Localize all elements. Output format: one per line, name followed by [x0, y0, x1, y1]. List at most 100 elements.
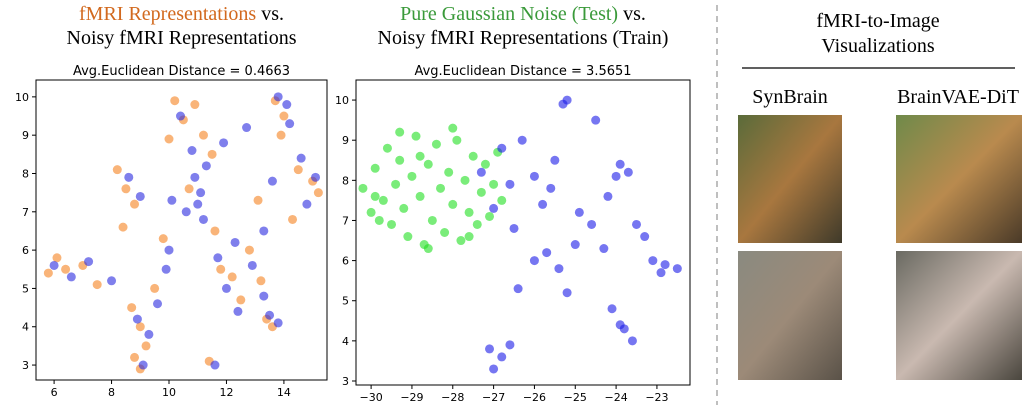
point	[43, 268, 53, 278]
image	[738, 251, 842, 380]
point	[489, 364, 499, 374]
point	[273, 318, 283, 328]
point	[623, 167, 633, 177]
y-tick-label: 8	[22, 167, 29, 180]
y-tick-label: 10	[335, 94, 349, 107]
title-series: fMRI Representations	[79, 3, 256, 25]
point	[141, 341, 151, 351]
point	[374, 215, 384, 225]
point	[210, 360, 220, 370]
point	[302, 199, 312, 209]
y-tick-label: 6	[342, 255, 349, 268]
y-tick-label: 8	[342, 174, 349, 187]
point	[574, 207, 584, 217]
point	[130, 352, 140, 362]
point	[124, 172, 134, 182]
point	[382, 143, 392, 153]
point	[158, 234, 168, 244]
point	[92, 280, 102, 290]
point	[632, 219, 642, 229]
point	[144, 329, 154, 339]
point	[227, 272, 237, 282]
point	[313, 188, 323, 198]
point	[219, 138, 229, 148]
y-tick-label: 5	[342, 295, 349, 308]
point	[279, 111, 289, 121]
y-tick-label: 4	[342, 335, 349, 348]
point	[489, 203, 499, 213]
chart-subtitle: Avg.Euclidean Distance = 3.5651	[414, 64, 631, 79]
point	[542, 248, 552, 258]
y-tick-label: 5	[22, 282, 29, 295]
point	[472, 219, 482, 229]
point	[456, 236, 466, 246]
x-tick-label: 10	[162, 386, 176, 399]
point	[236, 295, 246, 305]
x-tick-label: −24	[604, 391, 627, 404]
column-header: SynBrain	[752, 86, 828, 108]
point	[193, 199, 203, 209]
point	[505, 179, 515, 189]
x-tick-label: −26	[523, 391, 546, 404]
point	[244, 245, 254, 255]
point	[468, 151, 478, 161]
point	[619, 324, 629, 334]
point	[387, 219, 397, 229]
point	[259, 291, 269, 301]
point	[431, 139, 441, 149]
column-header: BrainVAE-DiT	[897, 86, 1019, 108]
point	[440, 228, 450, 237]
x-tick-label: −27	[482, 391, 505, 404]
point	[411, 131, 421, 141]
x-tick-label: −30	[359, 391, 382, 404]
point	[513, 284, 523, 294]
point	[546, 183, 556, 193]
point	[554, 264, 564, 274]
point	[112, 165, 122, 175]
point	[452, 135, 462, 145]
point	[570, 240, 580, 250]
point	[247, 260, 257, 270]
point	[127, 303, 137, 313]
point	[660, 260, 670, 270]
title-series: Pure Gaussian Noise (Test)	[400, 3, 618, 25]
point	[198, 214, 208, 224]
point	[403, 232, 413, 242]
point	[591, 115, 601, 125]
point	[497, 352, 507, 362]
point	[49, 260, 59, 270]
point	[216, 264, 226, 274]
point	[607, 304, 617, 314]
point	[187, 145, 197, 155]
point	[84, 257, 94, 267]
point	[135, 191, 145, 201]
point	[562, 288, 572, 298]
point	[259, 226, 269, 236]
point	[489, 179, 499, 189]
x-tick-label: 14	[277, 386, 291, 399]
x-tick-label: −28	[441, 391, 464, 404]
image	[896, 251, 1022, 380]
point	[150, 283, 160, 293]
point	[293, 165, 303, 175]
point	[415, 191, 425, 201]
title-joiner: vs.	[623, 3, 646, 25]
point	[198, 130, 208, 140]
point	[167, 195, 177, 205]
point	[282, 100, 292, 110]
point	[135, 322, 145, 332]
point	[599, 244, 609, 254]
point	[285, 119, 295, 129]
point	[213, 253, 223, 263]
y-tick-label: 9	[342, 134, 349, 147]
point	[505, 340, 515, 350]
point	[423, 244, 433, 254]
point	[627, 336, 637, 346]
y-tick-label: 4	[22, 321, 29, 334]
point	[391, 179, 401, 189]
point	[256, 276, 266, 286]
point	[181, 207, 191, 217]
point	[603, 191, 613, 201]
x-tick-label: −23	[645, 391, 668, 404]
point	[476, 167, 486, 177]
